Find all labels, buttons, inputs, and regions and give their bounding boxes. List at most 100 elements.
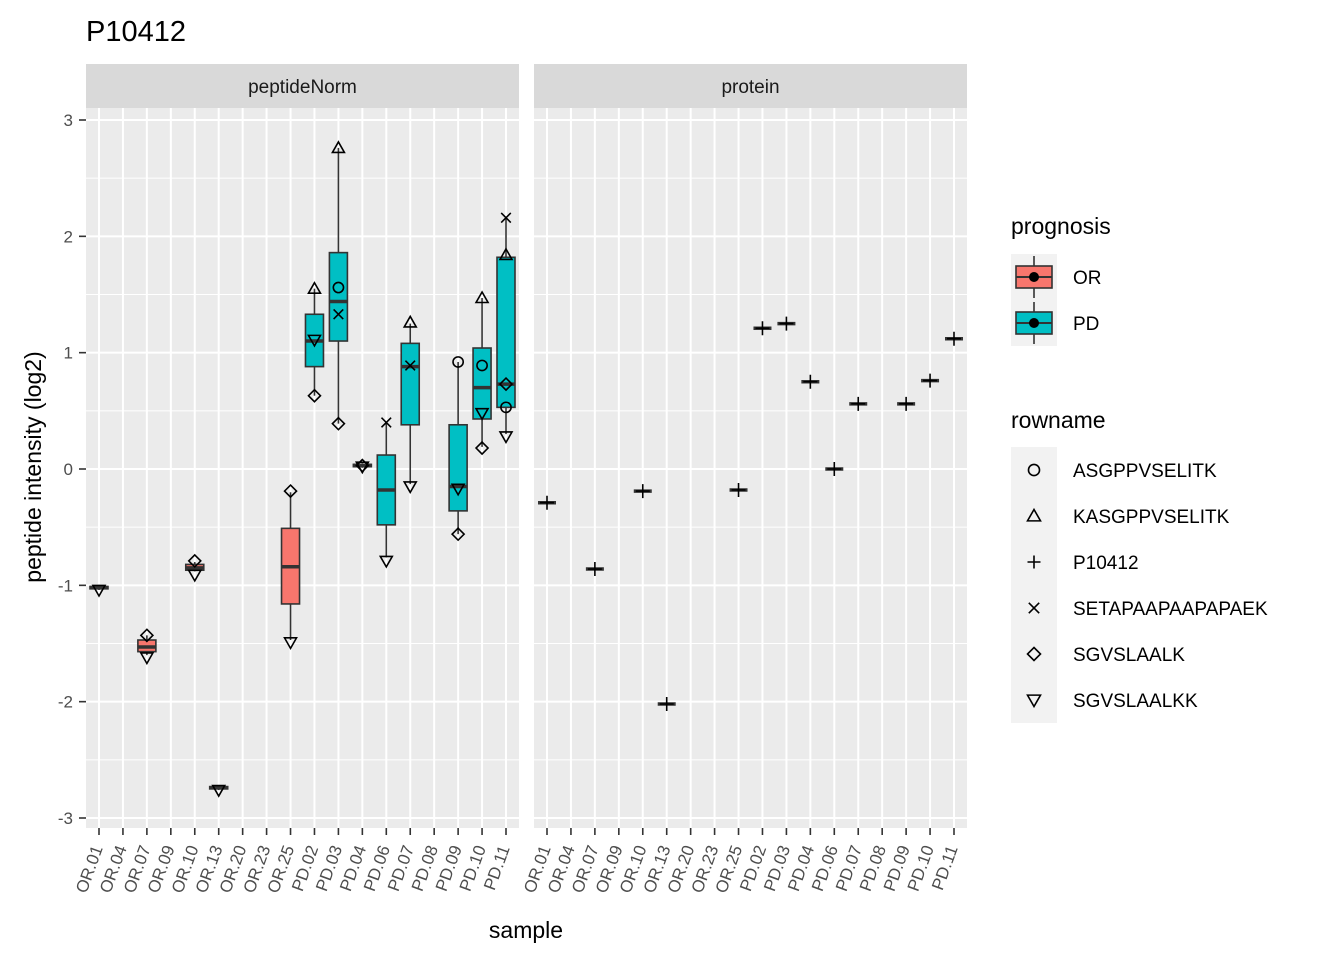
protein-pd-03 (777, 316, 796, 331)
box-pd-02 (304, 281, 325, 403)
box-body (328, 251, 349, 342)
data-point-asgppvselitk (500, 401, 512, 414)
box-pd-10 (472, 290, 492, 456)
box-pd-07 (400, 314, 421, 495)
data-point-sgvslaalkk (91, 584, 107, 598)
legend-key-triangle-down (1026, 694, 1042, 709)
fill-legend-entry-or: OR (1011, 254, 1102, 300)
data-point-p10412 (587, 562, 602, 577)
box-or-01 (89, 584, 109, 598)
data-point-sgvslaalkk (283, 637, 298, 650)
fill-legend-entry-pd: PD (1011, 300, 1099, 346)
y-tick-label: 3 (64, 111, 73, 130)
y-tick-label: 1 (64, 344, 73, 363)
data-point-sgvslaalkk (498, 431, 514, 445)
data-point-sgvslaalk (450, 527, 466, 542)
y-tick-label: -3 (58, 809, 73, 828)
facet-panels: peptideNorm protein (86, 64, 967, 828)
protein-pd-06 (825, 462, 844, 476)
shape-legend-entry-p10412: P10412 (1027, 553, 1139, 574)
data-point-sgvslaalkk (307, 334, 322, 348)
protein-or-25 (729, 482, 748, 497)
protein-pd-09 (897, 396, 916, 411)
protein-pd-07 (849, 396, 868, 411)
data-point-kasgppvselitk (402, 314, 418, 328)
data-point-p10412 (947, 331, 961, 346)
legend-key-cross (1028, 602, 1040, 614)
data-point-sgvslaalk (307, 388, 322, 403)
protein-pd-02 (753, 321, 772, 336)
data-point-setapaapaapapaek (404, 360, 416, 371)
data-point-sgvslaalkk (474, 407, 490, 421)
facet-strip-label: peptideNorm (248, 77, 357, 98)
fill-legend-label: OR (1073, 268, 1102, 289)
shape-legend-label: SGVSLAALK (1073, 645, 1185, 666)
box-pd-04 (352, 458, 373, 475)
data-point-sgvslaalkk (378, 555, 394, 569)
data-point-sgvslaalkk (139, 652, 155, 666)
fill-legend-label: PD (1073, 314, 1099, 335)
box-or-10 (184, 553, 205, 583)
y-tick-label: -1 (58, 576, 73, 595)
data-point-sgvslaalk (331, 416, 346, 431)
data-point-asgppvselitk (452, 356, 465, 368)
y-tick-label: 2 (64, 227, 73, 246)
shape-legend-label: SGVSLAALKK (1073, 691, 1198, 712)
data-point-p10412 (851, 396, 866, 411)
protein-or-13 (657, 696, 676, 711)
data-point-sgvslaalkk (187, 569, 203, 583)
data-point-kasgppvselitk (307, 281, 322, 294)
data-point-kasgppvselitk (331, 140, 346, 154)
protein-or-10 (633, 484, 652, 499)
data-point-setapaapaapapaek (333, 308, 344, 320)
shape-legend-title: rowname (1011, 407, 1106, 433)
legend-key-circle (1027, 463, 1041, 477)
protein-or-01 (538, 495, 556, 510)
x-axis: OR.01OR.04OR.07OR.09OR.10OR.13OR.20OR.23… (72, 828, 962, 896)
data-point-sgvslaalk (187, 553, 202, 569)
shape-legend-entry-kasgppvselitk: KASGPPVSELITK (1026, 507, 1230, 528)
box-or-25 (280, 483, 301, 650)
legend-key-diamond (1026, 646, 1042, 662)
data-point-p10412 (635, 484, 650, 499)
data-point-sgvslaalkk (450, 483, 466, 497)
legend-key-point (1029, 272, 1039, 282)
data-point-kasgppvselitk (498, 247, 514, 261)
box-or-13 (208, 784, 229, 798)
shape-legend-label: KASGPPVSELITK (1073, 507, 1230, 528)
facet-strip-label: protein (721, 77, 779, 98)
data-point-p10412 (803, 374, 818, 389)
shape-legend-entry-asgppvselitk: ASGPPVSELITK (1027, 461, 1217, 482)
data-point-p10412 (755, 321, 770, 336)
shape-legend-key-background (1011, 447, 1057, 723)
box-pd-06 (376, 417, 397, 569)
box-pd-09 (448, 356, 468, 542)
legend-key-plus (1027, 555, 1041, 569)
data-point-sgvslaalk (283, 483, 298, 499)
shape-legend-entry-sgvslaalk: SGVSLAALK (1026, 645, 1185, 666)
protein-pd-11 (945, 331, 963, 346)
data-point-setapaapaapapaek (500, 212, 512, 224)
y-tick-label: -2 (58, 693, 73, 712)
box-pd-03 (328, 140, 349, 431)
protein-pd-10 (921, 373, 940, 388)
data-point-p10412 (540, 495, 554, 510)
box-or-07 (137, 628, 157, 666)
data-point-sgvslaalkk (402, 481, 418, 495)
legend-key-triangle-up (1026, 507, 1042, 522)
facet-panel-peptidenorm: peptideNorm (86, 64, 519, 828)
fill-legend-title: prognosis (1011, 213, 1111, 239)
data-point-sgvslaalk (498, 376, 514, 392)
facet-strip (86, 64, 519, 108)
data-point-p10412 (899, 396, 914, 411)
box-pd-11 (496, 212, 516, 445)
data-point-sgvslaalk (139, 628, 155, 643)
y-tick-label: 0 (64, 460, 73, 479)
data-point-sgvslaalk (474, 440, 490, 456)
x-axis-title: sample (489, 917, 563, 943)
data-point-sgvslaalkk (211, 784, 227, 798)
data-point-sgvslaalkk (354, 461, 370, 475)
shape-legend-label: SETAPAAPAAPAPAEK (1073, 599, 1268, 620)
data-point-p10412 (659, 696, 674, 711)
data-point-p10412 (827, 462, 842, 476)
